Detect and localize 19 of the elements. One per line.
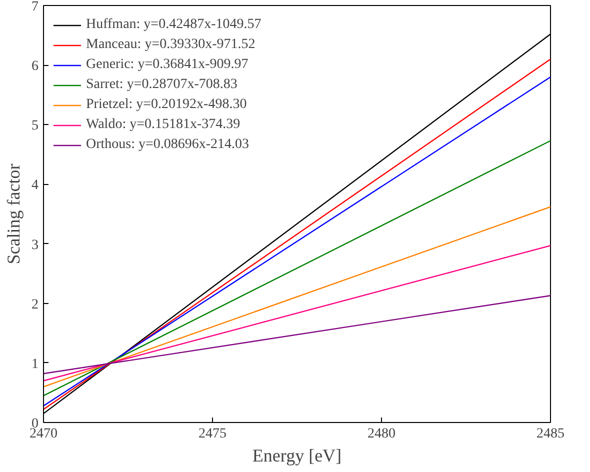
legend-label: Generic: y=0.36841x-909.97: [86, 57, 248, 73]
y-tick-label: 4: [32, 178, 38, 194]
legend-label: Orthous: y=0.08696x-214.03: [86, 137, 250, 153]
y-tick-label: 6: [32, 59, 38, 74]
y-tick-label: 5: [32, 118, 38, 134]
x-tick-label: 2485: [536, 426, 564, 442]
x-tick-label: 2475: [198, 426, 226, 442]
legend-label: Prietzel: y=0.20192x-498.30: [86, 97, 247, 113]
legend-label: Sarret: y=0.28707x-708.83: [86, 77, 238, 93]
y-tick-label: 3: [32, 238, 38, 253]
y-tick-label: 2: [32, 297, 38, 312]
legend-label: Waldo: y=0.15181x-374.39: [86, 117, 240, 133]
x-axis-title: Energy [eV]: [252, 446, 342, 466]
legend-label: Huffman: y=0.42487x-1049.57: [86, 17, 262, 33]
x-tick-label: 2480: [368, 426, 396, 442]
legend-label: Manceau: y=0.39330x-971.52: [86, 37, 256, 53]
y-tick-label: 7: [32, 0, 38, 14]
y-tick-label: 1: [32, 356, 38, 372]
y-axis-title: Scaling factor: [4, 164, 24, 264]
